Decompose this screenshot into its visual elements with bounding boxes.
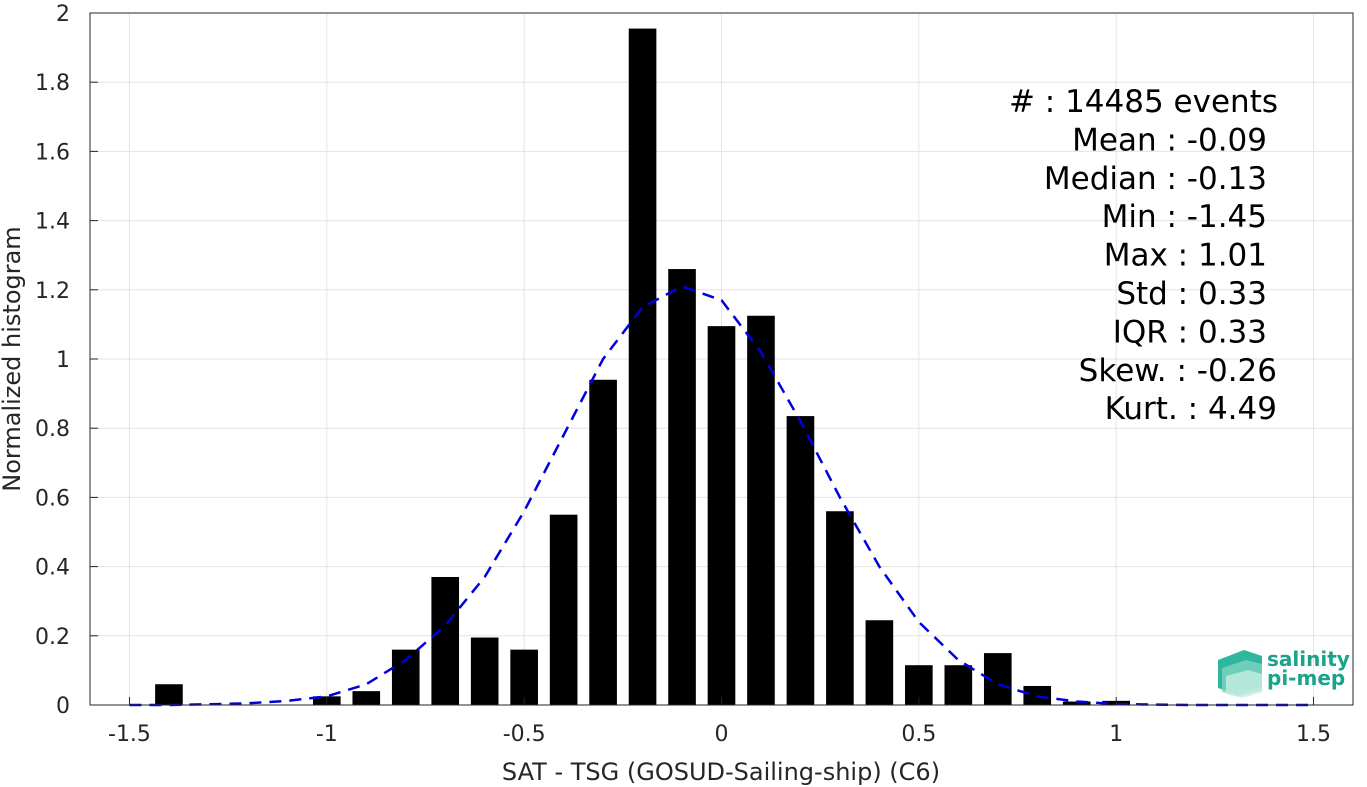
y-tick-label: 0.4 bbox=[35, 556, 70, 581]
histogram-bar bbox=[707, 326, 736, 705]
x-tick-label: -1.5 bbox=[108, 722, 151, 747]
y-tick-label: 0.6 bbox=[35, 486, 70, 511]
histogram-bar bbox=[1062, 701, 1091, 705]
x-axis-label: SAT - TSG (GOSUD-Sailing-ship) (C6) bbox=[502, 758, 940, 786]
histogram-bar bbox=[549, 514, 578, 705]
stat-line: Median : -0.13 bbox=[1044, 161, 1267, 197]
histogram-bar bbox=[668, 269, 696, 705]
x-ticks: -1.5 -1 -0.5 0 0.5 1 1.5 bbox=[108, 697, 1331, 747]
histogram-bar bbox=[628, 28, 657, 705]
y-tick-label: 1.2 bbox=[35, 279, 70, 304]
histogram-bar bbox=[944, 665, 973, 705]
histogram-bar bbox=[747, 315, 775, 705]
histogram-bar bbox=[155, 684, 183, 705]
x-tick-label: 1.5 bbox=[1296, 722, 1331, 747]
x-tick-label: -1 bbox=[316, 722, 338, 747]
stat-line: Max : 1.01 bbox=[1104, 238, 1267, 274]
histogram-bar bbox=[865, 620, 894, 705]
x-tick-label: 0 bbox=[715, 722, 729, 747]
y-tick-label: 0.2 bbox=[35, 625, 70, 650]
logo-line2: pi-mep bbox=[1267, 666, 1345, 690]
y-tick-label: 0.8 bbox=[35, 417, 70, 442]
y-tick-label: 1 bbox=[56, 348, 70, 373]
stat-line: Kurt. : 4.49 bbox=[1105, 391, 1277, 427]
histogram-bar bbox=[786, 416, 815, 705]
stat-line: # : 14485 events bbox=[1009, 84, 1278, 120]
histogram-bar bbox=[589, 379, 617, 705]
stat-line: Mean : -0.09 bbox=[1072, 122, 1267, 158]
logo-line1: salinity bbox=[1267, 647, 1350, 671]
y-tick-label: 1.6 bbox=[35, 140, 70, 165]
y-tick-label: 1.8 bbox=[35, 71, 70, 96]
logo-mark-icon bbox=[1218, 650, 1262, 698]
x-tick-label: -0.5 bbox=[503, 722, 546, 747]
y-tick-label: 1.4 bbox=[35, 210, 70, 235]
histogram-bar bbox=[391, 649, 420, 705]
histogram-bar bbox=[470, 637, 499, 705]
histogram-bar bbox=[510, 649, 538, 705]
histogram-bar bbox=[352, 691, 381, 705]
histogram-bar bbox=[431, 576, 460, 705]
stat-line: Min : -1.45 bbox=[1102, 199, 1267, 235]
histogram-bar bbox=[826, 511, 854, 705]
y-tick-label: 0 bbox=[56, 694, 70, 719]
stat-line: Std : 0.33 bbox=[1116, 276, 1267, 312]
x-tick-label: 0.5 bbox=[901, 722, 936, 747]
y-ticks: 0 0.2 0.4 0.6 0.8 1 1.2 1.4 1.6 1.8 2 bbox=[35, 2, 98, 719]
bars bbox=[155, 28, 1131, 705]
stat-line: IQR : 0.33 bbox=[1113, 314, 1267, 350]
x-tick-label: 1 bbox=[1109, 722, 1123, 747]
salinity-pimep-logo: salinity pi-mep bbox=[1218, 647, 1350, 698]
y-tick-label: 2 bbox=[56, 2, 70, 27]
stat-line: Skew. : -0.26 bbox=[1079, 353, 1277, 389]
y-axis-label: Normalized histogram bbox=[0, 226, 26, 491]
